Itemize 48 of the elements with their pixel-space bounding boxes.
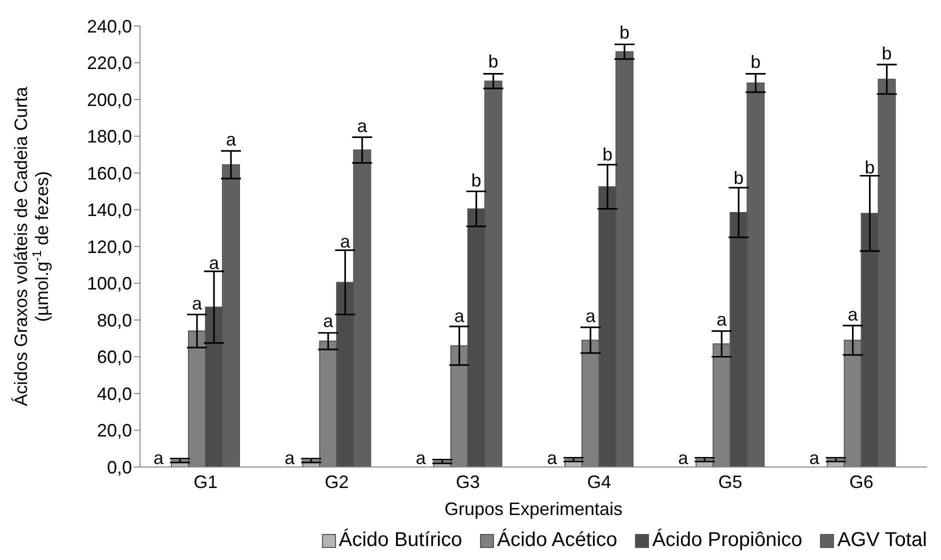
data-label: b — [619, 22, 630, 42]
data-label: b — [750, 52, 761, 72]
y-tick-label: 180,0 — [86, 126, 132, 147]
data-label: a — [323, 310, 334, 331]
x-axis-title: Grupos Experimentais — [444, 499, 623, 519]
y-tick-label: 140,0 — [86, 200, 132, 220]
y-tick-label: 20,0 — [96, 420, 132, 441]
data-label: a — [416, 448, 427, 468]
x-tick-label: G1 — [194, 472, 218, 492]
data-label: a — [284, 448, 296, 468]
data-label: a — [192, 294, 203, 314]
y-tick-label: 100,0 — [86, 274, 132, 294]
data-label: b — [488, 52, 498, 72]
data-label: a — [208, 252, 220, 273]
data-label: a — [226, 130, 237, 150]
x-tick-label: G3 — [456, 472, 480, 492]
data-label: b — [734, 168, 744, 188]
y-tick-label: 220,0 — [86, 53, 132, 74]
data-label: a — [357, 116, 368, 136]
data-label: a — [153, 448, 164, 468]
data-label: b — [471, 170, 482, 191]
data-label: a — [716, 310, 728, 330]
y-tick-label: 80,0 — [96, 310, 132, 330]
data-label: a — [848, 304, 859, 324]
y-tick-label: 40,0 — [96, 384, 132, 404]
data-label: a — [340, 231, 352, 252]
x-tick-label: G6 — [849, 472, 874, 492]
legend-label: AGV Total — [836, 529, 927, 552]
y-tick-label: 240,0 — [86, 16, 132, 36]
legend-label: Ácido Acético — [496, 529, 618, 552]
legend-label: Ácido Propiônico — [651, 529, 802, 552]
x-tick-label: G2 — [324, 472, 349, 492]
data-label: a — [678, 448, 690, 468]
data-label: a — [546, 448, 558, 468]
x-tick-label: G4 — [587, 472, 612, 492]
y-tick-label: 160,0 — [86, 163, 132, 184]
y-tick-label: 0,0 — [106, 457, 132, 478]
x-tick-label: G5 — [718, 472, 742, 492]
data-label: a — [454, 306, 466, 326]
data-label: b — [602, 144, 612, 165]
y-tick-label: 120,0 — [86, 236, 132, 257]
data-label: b — [882, 43, 892, 64]
y-tick-label: 60,0 — [96, 347, 132, 368]
y-tick-label: 200,0 — [86, 90, 132, 110]
data-label: a — [585, 306, 596, 326]
data-label: b — [864, 158, 875, 178]
data-label: a — [809, 448, 820, 468]
legend-label: Ácido Butírico — [338, 529, 462, 552]
